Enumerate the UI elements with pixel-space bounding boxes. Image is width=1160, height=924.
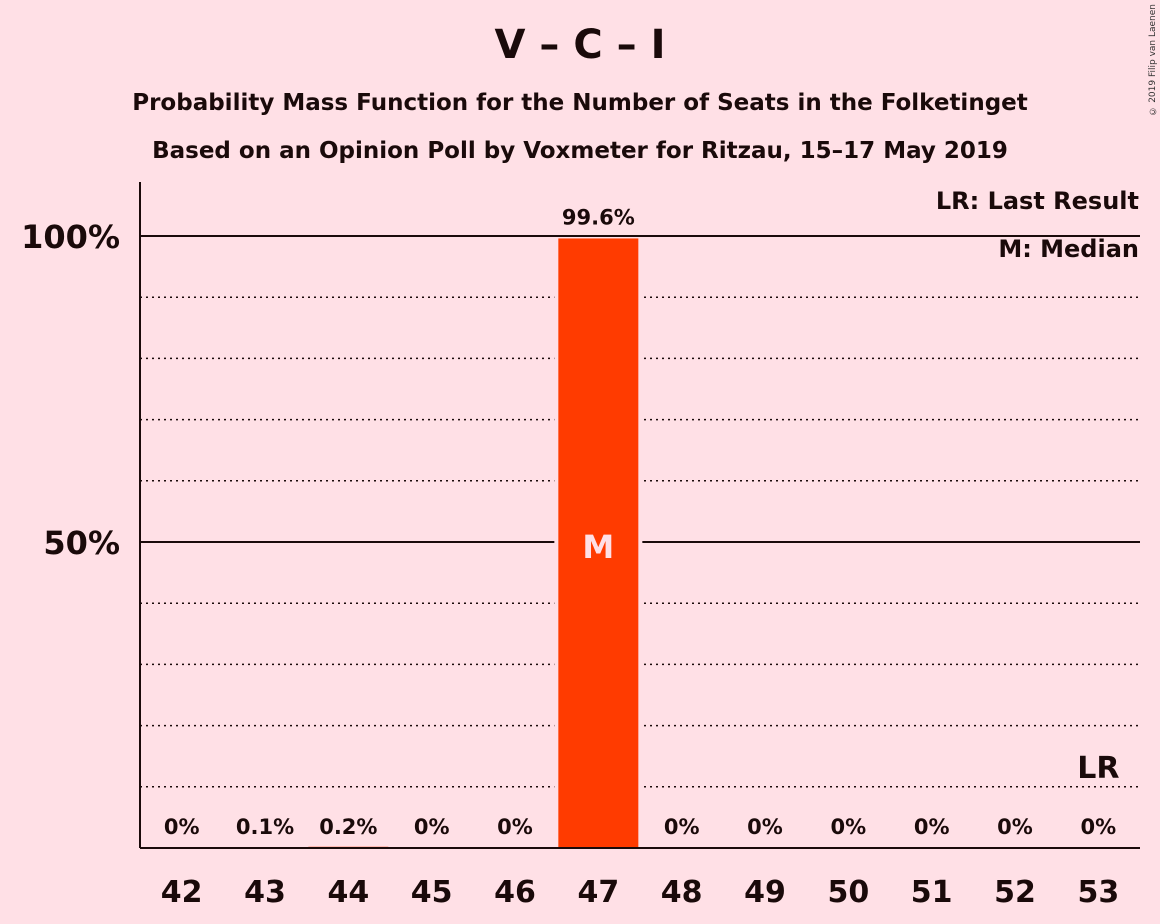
data-label: 0% — [831, 815, 867, 839]
data-labels: 0% 0.1% 0.2% 0% 0% 99.6% M 0% 0% 0% 0% 0% 0% LR — [164, 205, 1120, 839]
chart-title: V – C – I — [494, 22, 666, 68]
bar-seats-47 — [558, 238, 639, 848]
y-tick-label: 50% — [43, 524, 120, 562]
data-label: 0.1% — [236, 815, 294, 839]
data-label: 0% — [497, 815, 533, 839]
chart-subtitle-2: Based on an Opinion Poll by Voxmeter for… — [152, 138, 1008, 164]
x-tick-label: 49 — [744, 875, 786, 910]
x-tick-label: 46 — [494, 875, 536, 910]
y-tick-label: 100% — [21, 218, 120, 256]
data-label: 0% — [164, 815, 200, 839]
x-tick-label: 45 — [411, 875, 453, 910]
x-tick-label: 53 — [1077, 875, 1119, 910]
data-label: 0% — [414, 815, 450, 839]
data-label: 0% — [997, 815, 1033, 839]
x-tick-label: 42 — [161, 875, 203, 910]
data-label: 0% — [664, 815, 700, 839]
bars — [225, 238, 643, 848]
x-tick-label: 52 — [994, 875, 1036, 910]
axes: 50% 100% 42 43 44 45 46 47 48 49 50 51 52 53 — [21, 182, 1140, 910]
data-label: 99.6% — [562, 205, 635, 229]
data-label: 0% — [914, 815, 950, 839]
x-tick-label: 50 — [827, 875, 869, 910]
data-label: 0% — [747, 815, 783, 839]
chart-subtitle-1: Probability Mass Function for the Number… — [132, 90, 1028, 116]
x-tick-label: 47 — [577, 875, 619, 910]
legend-last-result: LR: Last Result — [936, 187, 1139, 215]
x-tick-label: 51 — [911, 875, 953, 910]
x-tick-label: 48 — [661, 875, 703, 910]
median-marker: M — [582, 528, 614, 566]
data-label: 0% — [1081, 815, 1117, 839]
last-result-marker: LR — [1077, 751, 1119, 786]
legend-median: M: Median — [998, 235, 1139, 263]
x-tick-label: 44 — [327, 875, 369, 910]
x-tick-label: 43 — [244, 875, 286, 910]
data-label: 0.2% — [319, 815, 377, 839]
